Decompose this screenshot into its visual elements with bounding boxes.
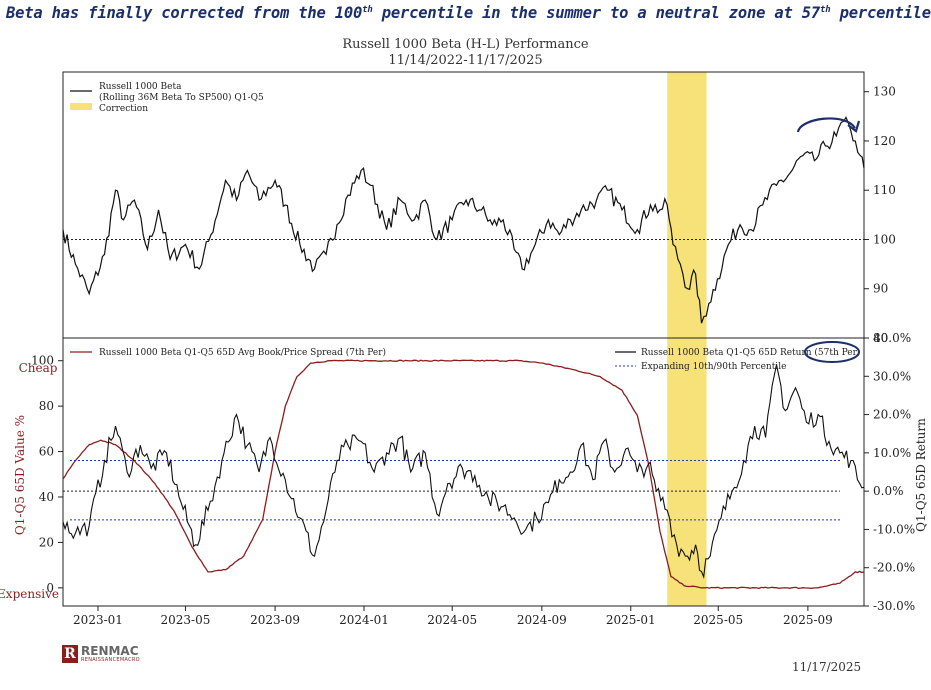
legend-correction-label: Correction: [99, 104, 148, 114]
left-y-tick-label: 0: [46, 581, 54, 595]
x-tick-label: 2024-01: [339, 613, 389, 627]
x-tick-label: 2025-09: [783, 613, 833, 627]
right-y-tick-label: -20.0%: [873, 561, 915, 575]
left-axis-expensive-note: Expensive: [0, 587, 59, 601]
chart-title: Russell 1000 Beta (H-L) Performance: [342, 37, 589, 52]
x-tick-label: 2024-05: [427, 613, 477, 627]
x-tick-label: 2025-05: [693, 613, 743, 627]
peak-arrow-head: [847, 120, 861, 133]
legend-spread-label: Russell 1000 Beta Q1-Q5 65D Avg Book/Pri…: [99, 347, 386, 358]
x-tick-label: 2025-01: [606, 613, 656, 627]
left-y-tick-label: 20: [39, 535, 54, 549]
right-axis-label: Q1-Q5 65D Return: [914, 418, 928, 532]
logo-tagline: RENAISSANCEMACRO: [81, 657, 140, 663]
top-y-tick-label: 110: [873, 183, 896, 197]
bottom-panel-frame: [62, 337, 865, 607]
legend-correction-swatch: [70, 103, 92, 110]
right-y-tick-label: 30.0%: [873, 369, 911, 383]
peak-arrow-arc: [796, 117, 856, 133]
top-y-tick-label: 100: [873, 232, 896, 246]
left-y-tick-label: 100: [31, 354, 54, 368]
spread-line: [62, 359, 865, 590]
legend-percentile-label: Expanding 10th/90th Percentile: [641, 362, 786, 372]
left-y-tick-label: 80: [39, 399, 54, 413]
right-y-tick-label: 20.0%: [873, 408, 911, 422]
percentile-highlight-circle: [804, 341, 860, 363]
renmac-logo: R RENMAC RENAISSANCEMACRO: [62, 645, 140, 663]
logo-name: RENMAC: [81, 644, 139, 658]
correction-band: [667, 72, 707, 606]
x-tick-label: 2024-09: [517, 613, 567, 627]
right-y-tick-label: 0.0%: [873, 484, 904, 498]
right-y-tick-label: -10.0%: [873, 522, 915, 536]
left-axis-cheap-note: Cheap: [19, 361, 58, 375]
left-y-tick-label: 60: [39, 445, 54, 459]
top-y-tick-label: 90: [873, 282, 888, 296]
footer-date: 11/17/2025: [792, 660, 862, 674]
x-tick-label: 2023-05: [161, 613, 211, 627]
top-y-tick-label: 130: [873, 85, 896, 99]
legend-return-label: Russell 1000 Beta Q1-Q5 65D Return (57th…: [641, 347, 860, 358]
right-y-tick-label: 40.0%: [873, 331, 911, 345]
legend-beta-label: Russell 1000 Beta: [99, 82, 182, 92]
left-y-tick-label: 40: [39, 490, 54, 504]
x-tick-label: 2023-09: [250, 613, 300, 627]
chart-subtitle: 11/14/2022-11/17/2025: [388, 53, 543, 68]
left-axis-label: Q1-Q5 65D Value %: [13, 415, 27, 535]
top-y-tick-label: 120: [873, 134, 896, 148]
return-line: [62, 364, 865, 579]
right-y-tick-label: -30.0%: [873, 599, 915, 613]
headline: Beta has finally corrected from the 100t…: [6, 4, 931, 22]
beta-line: [62, 116, 865, 324]
logo-mark: R: [62, 645, 78, 663]
x-tick-label: 2023-01: [73, 613, 123, 627]
right-y-tick-label: 10.0%: [873, 446, 911, 460]
legend-beta-label-2: (Rolling 36M Beta To SP500) Q1-Q5: [99, 92, 264, 103]
top-y-tick-label: 80: [873, 331, 888, 345]
